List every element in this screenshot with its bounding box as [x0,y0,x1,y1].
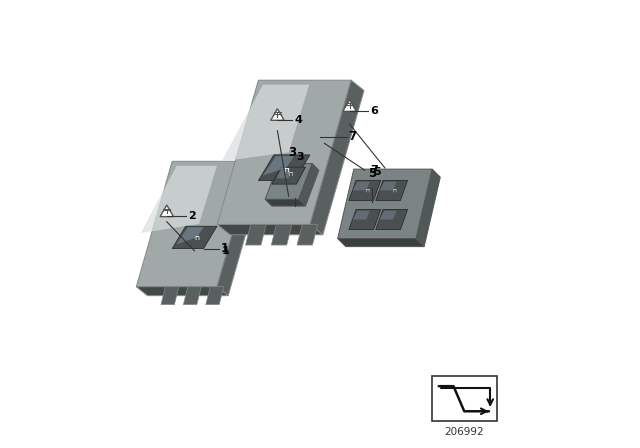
Polygon shape [141,166,217,233]
Text: ⊓: ⊓ [289,172,293,177]
Text: 5: 5 [369,167,376,181]
Text: ⊓: ⊓ [365,188,369,193]
Polygon shape [217,80,351,224]
Polygon shape [353,211,370,220]
Text: ⊓: ⊓ [195,236,199,241]
Polygon shape [265,199,305,206]
Polygon shape [310,80,364,235]
Polygon shape [343,100,356,112]
Text: 3: 3 [288,146,296,159]
Polygon shape [265,164,312,199]
Polygon shape [349,210,381,229]
FancyBboxPatch shape [432,376,497,421]
Polygon shape [136,287,228,296]
Polygon shape [160,205,173,217]
Polygon shape [349,180,381,200]
Polygon shape [246,224,266,245]
Text: 7: 7 [371,165,378,175]
Polygon shape [217,161,264,296]
Polygon shape [297,224,317,245]
Text: 1: 1 [221,242,228,255]
Polygon shape [353,182,370,190]
Text: 206992: 206992 [445,427,484,437]
Polygon shape [376,180,408,200]
Text: ⊓: ⊓ [392,188,396,193]
Polygon shape [416,169,440,246]
Polygon shape [299,164,319,206]
Text: 4: 4 [294,115,302,125]
Text: 1: 1 [221,246,229,256]
Polygon shape [161,287,179,305]
Polygon shape [217,224,323,235]
Polygon shape [184,287,202,305]
Text: 3: 3 [296,152,303,162]
Polygon shape [263,156,294,176]
Polygon shape [380,211,397,220]
Text: 5: 5 [373,168,381,177]
Polygon shape [206,287,224,305]
Polygon shape [272,167,305,184]
Polygon shape [338,169,432,238]
Text: ⊓: ⊓ [284,166,289,172]
Polygon shape [136,161,253,287]
Text: 6: 6 [370,106,378,116]
Polygon shape [172,226,217,249]
Polygon shape [271,224,292,245]
Text: 7: 7 [348,130,356,143]
Polygon shape [376,210,408,229]
Polygon shape [221,85,309,161]
Polygon shape [276,168,290,178]
Text: 2: 2 [188,211,196,221]
Polygon shape [271,109,284,121]
Polygon shape [177,227,204,244]
Polygon shape [259,155,310,181]
Polygon shape [338,238,424,246]
Polygon shape [380,182,397,190]
